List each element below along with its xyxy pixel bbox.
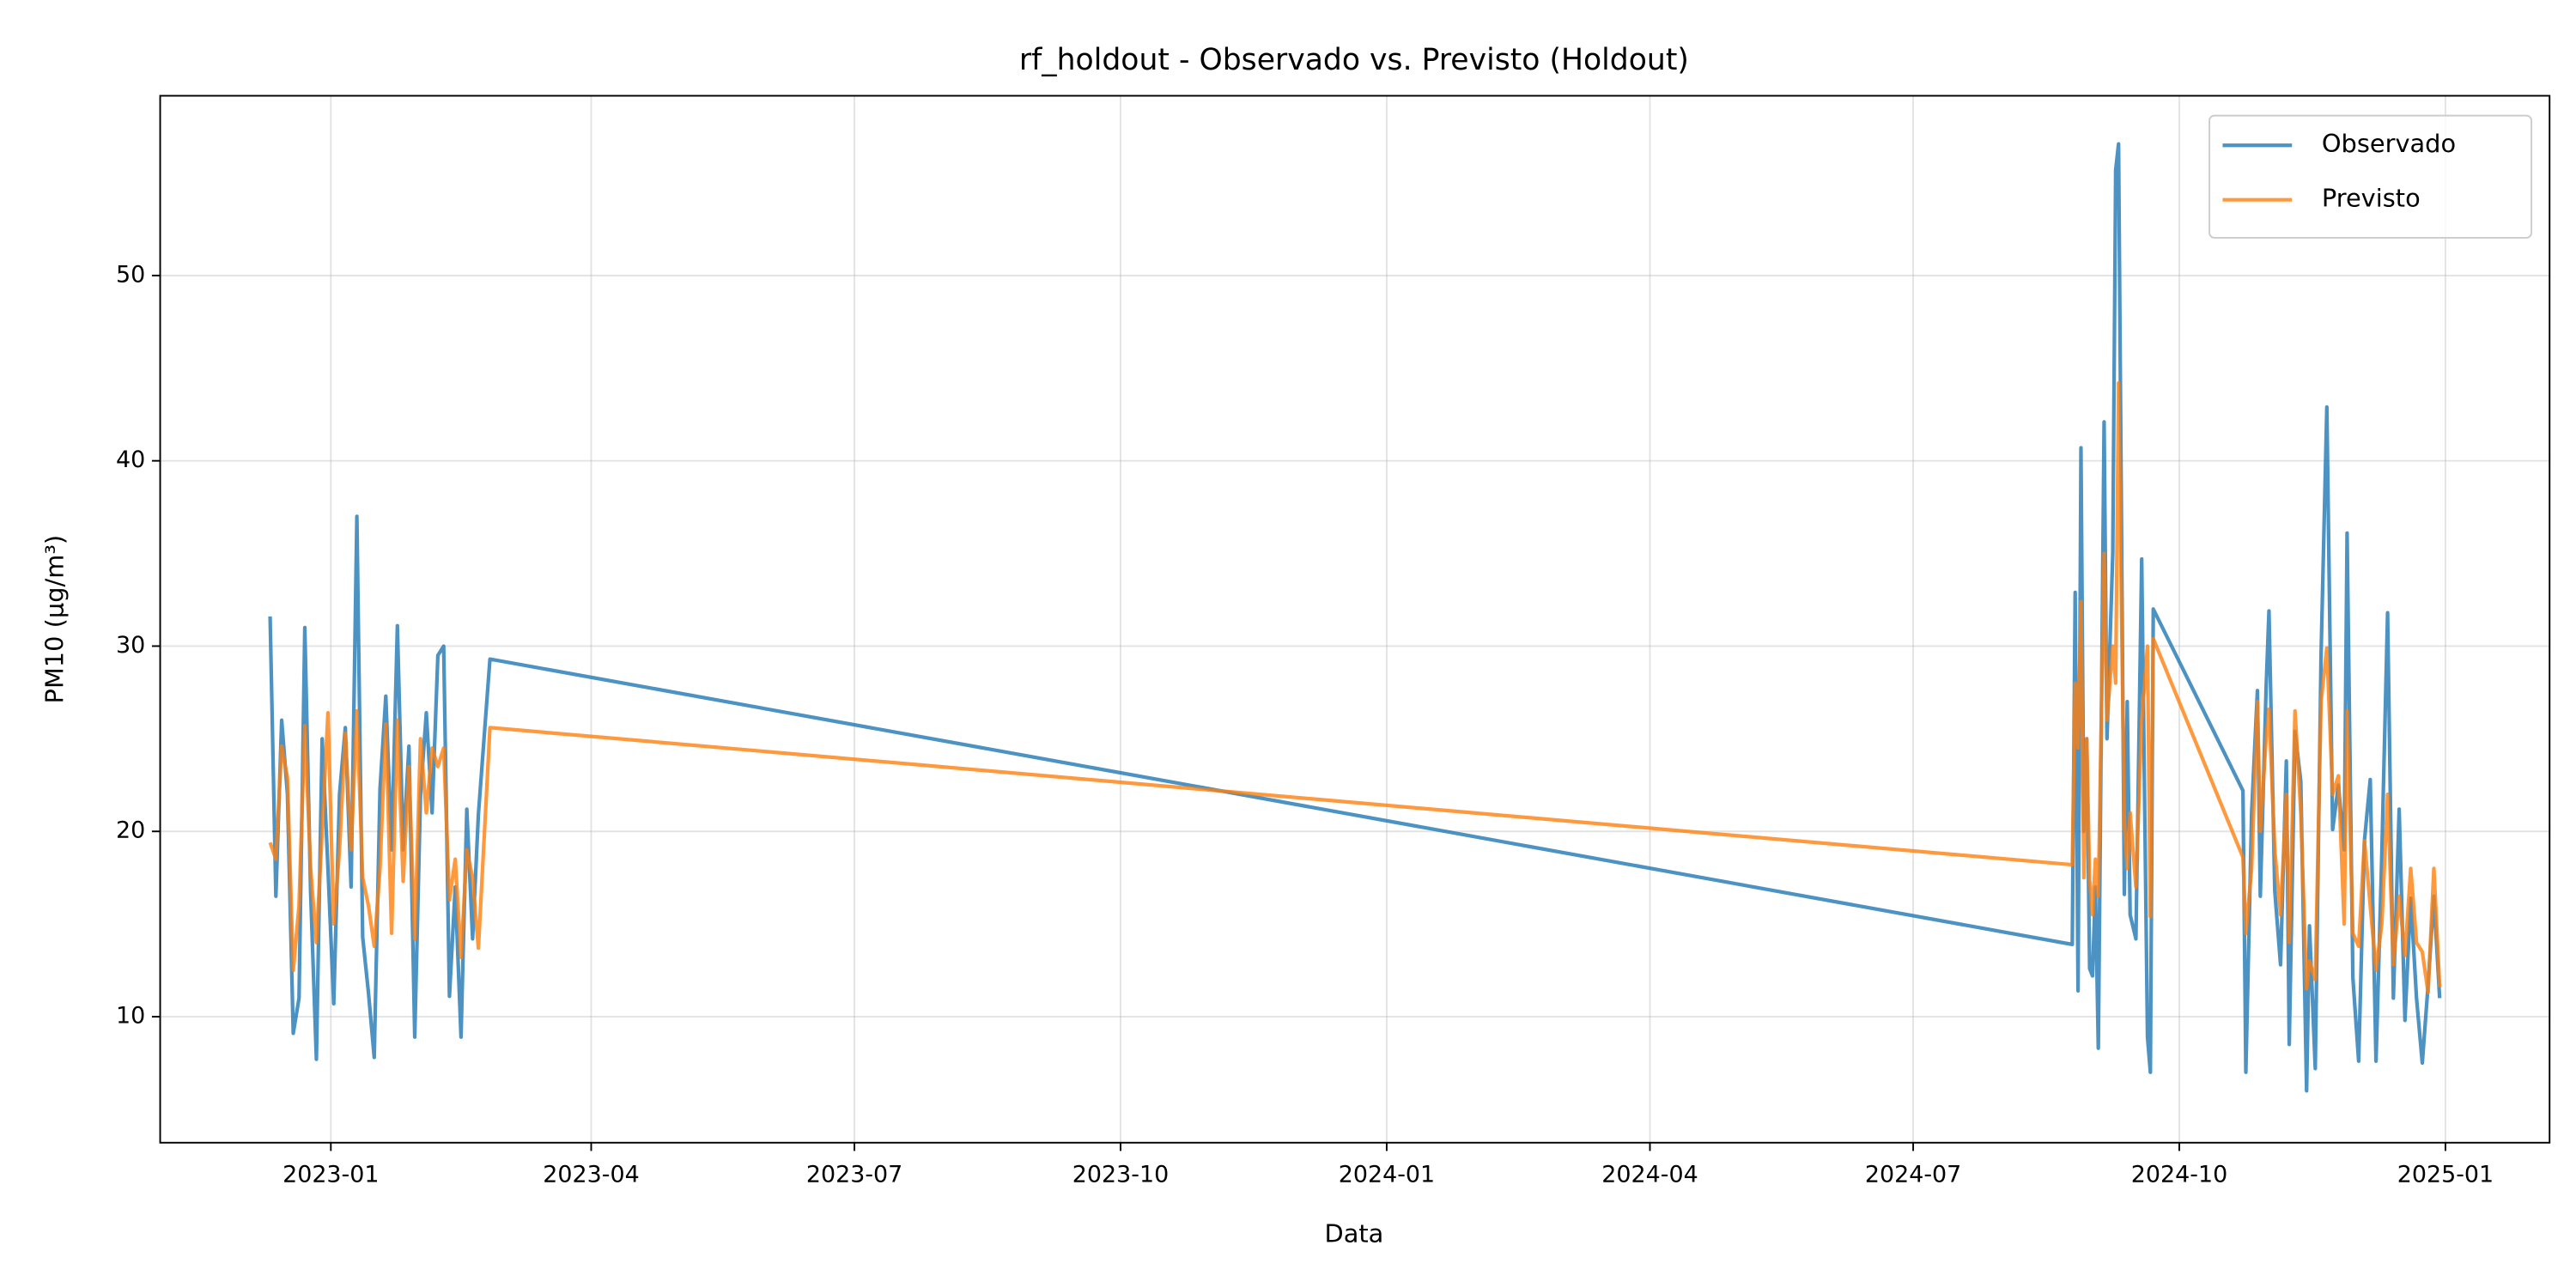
y-tick-label: 50 (116, 261, 145, 288)
x-tick-label: 2024-10 (2131, 1162, 2227, 1188)
series-line (268, 380, 2442, 995)
x-tick-label: 2024-04 (1601, 1162, 1698, 1188)
x-tick-label: 2023-01 (283, 1162, 379, 1188)
y-tick-label: 10 (116, 1003, 145, 1030)
series-line (268, 142, 2442, 1093)
chart-title: rf_holdout - Observado vs. Previsto (Hol… (1019, 43, 1689, 77)
x-tick-label: 2023-07 (806, 1162, 902, 1188)
y-axis-label: PM10 (µg/m³) (39, 535, 69, 704)
x-tick-label: 2024-07 (1865, 1162, 1961, 1188)
x-axis-label: Data (1325, 1218, 1384, 1248)
plot-frame (159, 94, 2551, 1144)
x-tick-label: 2023-10 (1072, 1162, 1169, 1188)
x-tick-label: 2024-01 (1339, 1162, 1435, 1188)
y-tick-label: 40 (116, 447, 145, 473)
legend: Observado Previsto (2208, 114, 2533, 239)
y-tick-label: 20 (116, 817, 145, 844)
legend-label: Observado (2322, 129, 2456, 158)
y-tick-label: 30 (116, 632, 145, 659)
x-tick-label: 2023-04 (543, 1162, 639, 1188)
x-tick-label: 2025-01 (2397, 1162, 2494, 1188)
legend-label: Previsto (2322, 184, 2421, 213)
